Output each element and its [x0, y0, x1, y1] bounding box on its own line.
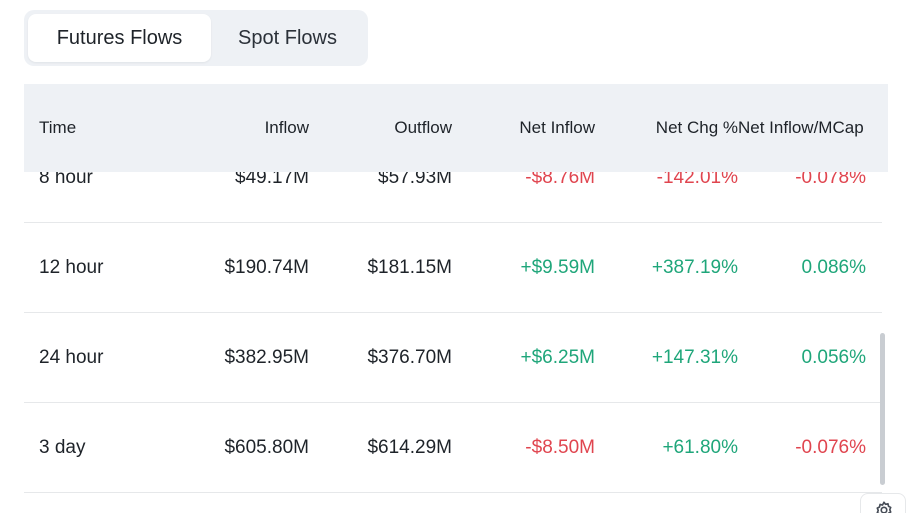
- cell-time: 24 hour: [39, 347, 104, 368]
- flows-table: Time Inflow Outflow Net Inflow Net Chg %…: [24, 84, 888, 513]
- cell-inflow: $49.17M: [235, 167, 309, 188]
- table-row[interactable]: 8 hour $49.17M $57.93M -$8.76M -142.01% …: [24, 133, 882, 223]
- cell-net-mcap: 0.056%: [801, 347, 866, 368]
- header-net-chg[interactable]: Net Chg %: [655, 118, 738, 137]
- cell-net-inflow: +$6.25M: [520, 347, 595, 368]
- cell-outflow: $614.29M: [367, 437, 452, 458]
- cell-net-inflow: -$8.50M: [525, 437, 595, 458]
- header-net-inflow-mcap[interactable]: Net Inflow/MCap: [738, 118, 864, 137]
- tab-futures-flows[interactable]: Futures Flows: [28, 14, 211, 62]
- cell-outflow: $181.15M: [367, 257, 452, 278]
- cell-time: 8 hour: [39, 167, 93, 188]
- table-row[interactable]: 3 day $605.80M $614.29M -$8.50M +61.80% …: [24, 403, 882, 493]
- cell-net-inflow: +$9.59M: [520, 257, 595, 278]
- table-row[interactable]: 24 hour $382.95M $376.70M +$6.25M +147.3…: [24, 313, 882, 403]
- table-scrollbar[interactable]: [880, 333, 885, 485]
- cell-outflow: $57.93M: [378, 167, 452, 188]
- table-header: Time Inflow Outflow Net Inflow Net Chg %…: [24, 84, 888, 172]
- gear-icon: [876, 501, 892, 513]
- cell-net-mcap: -0.076%: [795, 437, 866, 458]
- cell-inflow: $382.95M: [224, 347, 309, 368]
- cell-time: 3 day: [39, 437, 86, 458]
- header-outflow[interactable]: Outflow: [394, 118, 452, 137]
- tab-spot-flows[interactable]: Spot Flows: [238, 26, 337, 49]
- flows-tab-bar: Futures Flows Spot Flows: [24, 10, 368, 66]
- settings-button[interactable]: [860, 493, 906, 513]
- cell-inflow: $605.80M: [224, 437, 309, 458]
- table-row[interactable]: 12 hour $190.74M $181.15M +$9.59M +387.1…: [24, 223, 882, 313]
- cell-net-chg: +387.19%: [651, 257, 738, 278]
- cell-time: 12 hour: [39, 257, 104, 278]
- cell-inflow: $190.74M: [224, 257, 309, 278]
- cell-outflow: $376.70M: [367, 347, 452, 368]
- cell-net-mcap: -0.078%: [795, 167, 866, 188]
- cell-net-mcap: 0.086%: [801, 257, 866, 278]
- cell-net-chg: +61.80%: [662, 437, 738, 458]
- header-time[interactable]: Time: [39, 118, 77, 137]
- header-net-inflow[interactable]: Net Inflow: [519, 118, 595, 137]
- cell-net-chg: +147.31%: [651, 347, 738, 368]
- cell-net-chg: -142.01%: [656, 167, 738, 188]
- cell-net-inflow: -$8.76M: [525, 167, 595, 188]
- header-inflow[interactable]: Inflow: [264, 118, 309, 137]
